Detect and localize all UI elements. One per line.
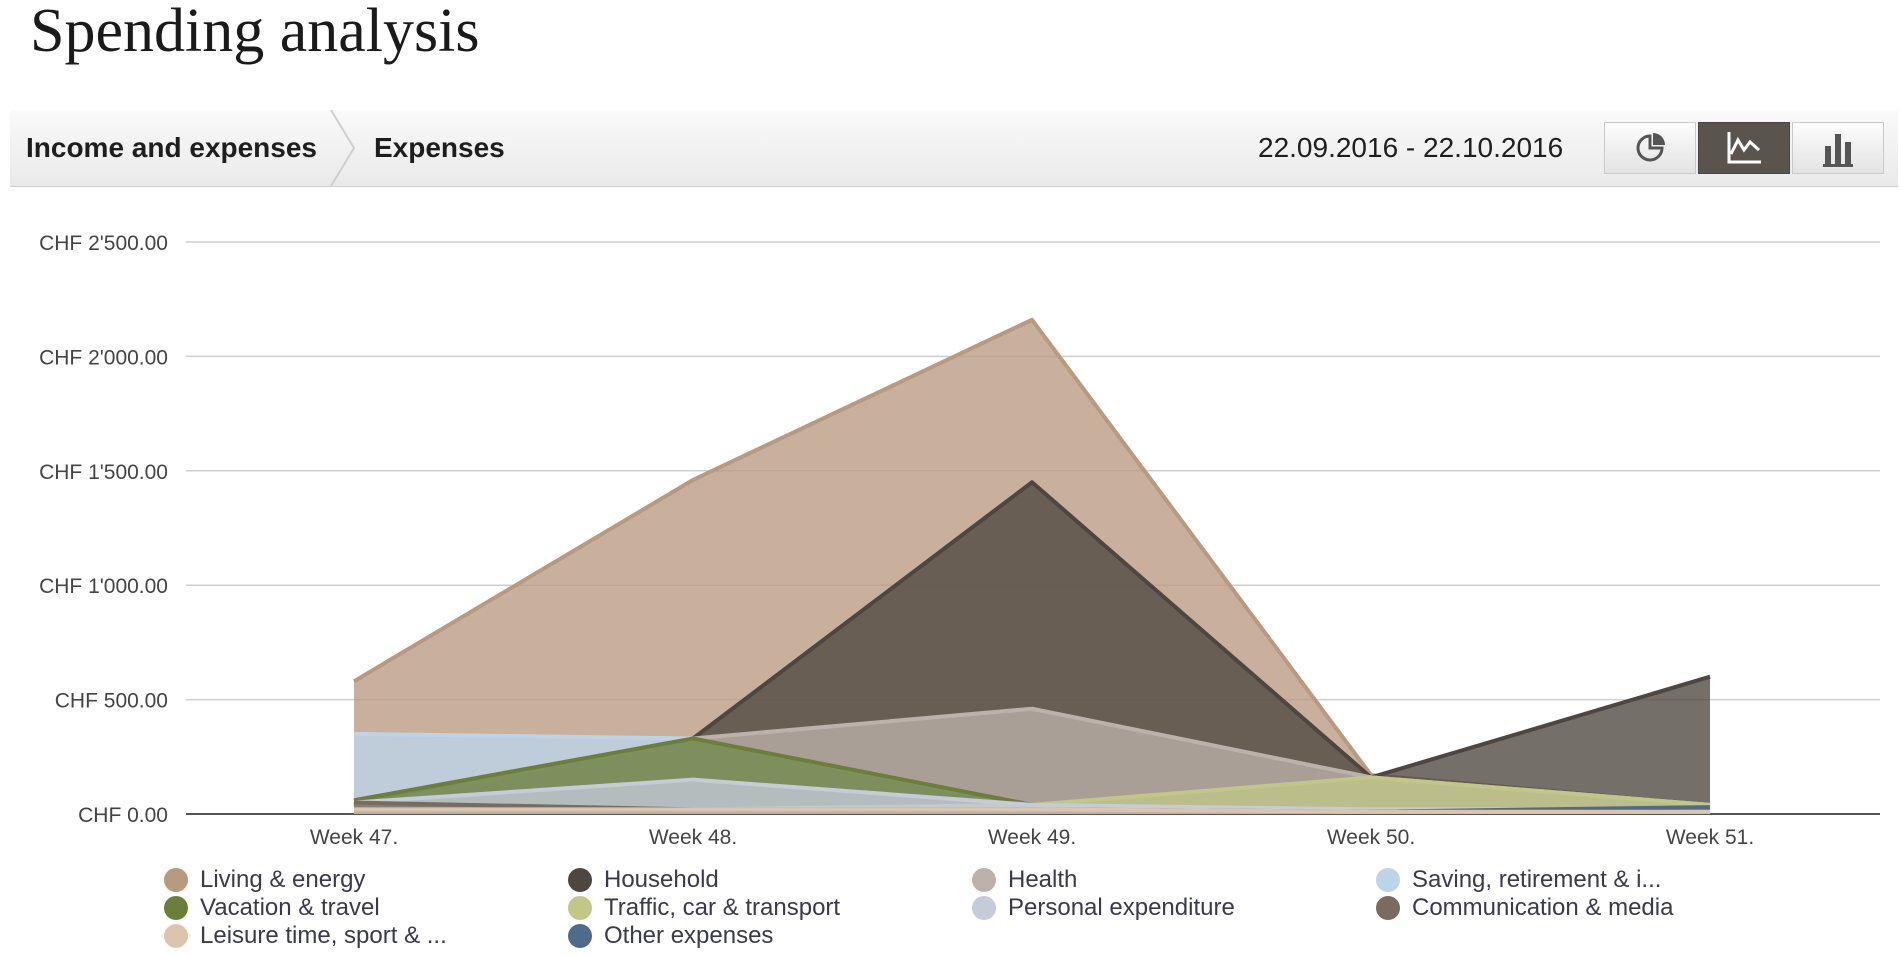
- y-tick-label: CHF 2'000.00: [39, 346, 168, 369]
- legend-label: Household: [604, 866, 719, 893]
- y-tick-label: CHF 1'500.00: [39, 461, 168, 484]
- x-tick-label: Week 49.: [988, 826, 1076, 849]
- breadcrumb-separator: [330, 110, 356, 186]
- legend-item[interactable]: Communication & media: [1376, 894, 1673, 922]
- legend-swatch: [164, 868, 188, 892]
- x-tick-label: Week 47.: [310, 826, 398, 849]
- y-tick-label: CHF 500.00: [55, 690, 168, 713]
- legend-swatch: [1376, 896, 1400, 920]
- page-title: Spending analysis: [30, 0, 480, 65]
- y-tick-label: CHF 1'000.00: [39, 575, 168, 598]
- pie-view-button[interactable]: [1604, 122, 1696, 174]
- series-area: [354, 779, 1710, 814]
- series-area: [354, 482, 1710, 814]
- bar-view-button[interactable]: [1792, 122, 1884, 174]
- legend-swatch: [568, 924, 592, 948]
- legend-label: Living & energy: [200, 866, 366, 893]
- chart-toolbar: Income and expenses Expenses 22.09.2016 …: [10, 110, 1898, 187]
- x-tick-label: Week 50.: [1327, 826, 1415, 849]
- legend-swatch: [568, 868, 592, 892]
- legend-swatch: [972, 896, 996, 920]
- legend-item[interactable]: Traffic, car & transport: [568, 894, 840, 922]
- legend-label: Traffic, car & transport: [604, 894, 841, 921]
- x-tick-label: Week 51.: [1666, 826, 1754, 849]
- line-view-button[interactable]: [1698, 122, 1790, 174]
- legend-item[interactable]: Saving, retirement & i...: [1376, 866, 1661, 894]
- x-tick-label: Week 48.: [649, 826, 737, 849]
- y-tick-label: CHF 2'500.00: [39, 232, 168, 255]
- legend-swatch: [1376, 868, 1400, 892]
- bar-chart-icon: [1823, 134, 1853, 167]
- breadcrumb-income-and-expenses[interactable]: Income and expenses: [26, 132, 318, 163]
- series-line: [354, 807, 1710, 814]
- legend-label: Personal expenditure: [1008, 894, 1235, 921]
- legend-swatch: [164, 896, 188, 920]
- spending-area-chart: CHF 0.00 CHF 500.00 CHF 1'000.00 CHF 1'500.…: [39, 232, 1880, 849]
- legend-swatch: [164, 924, 188, 948]
- legend-item[interactable]: Household: [568, 866, 719, 894]
- pie-chart-icon: [1636, 133, 1665, 162]
- legend-item[interactable]: Living & energy: [164, 866, 365, 894]
- legend-swatch: [972, 868, 996, 892]
- line-chart-icon: [1727, 132, 1761, 164]
- legend-label: Health: [1008, 866, 1078, 893]
- breadcrumb-expenses[interactable]: Expenses: [374, 132, 505, 163]
- legend-item[interactable]: Vacation & travel: [164, 894, 380, 922]
- y-tick-label: CHF 0.00: [78, 804, 168, 827]
- legend-item[interactable]: Other expenses: [568, 922, 773, 950]
- legend-label: Vacation & travel: [200, 894, 380, 921]
- legend-label: Communication & media: [1412, 894, 1674, 921]
- legend-swatch: [568, 896, 592, 920]
- legend-label: Leisure time, sport & ...: [200, 922, 447, 949]
- series-area: [354, 777, 1710, 814]
- legend-label: Other expenses: [604, 922, 774, 949]
- legend-item[interactable]: Personal expenditure: [972, 894, 1235, 922]
- date-range[interactable]: 22.09.2016 - 22.10.2016: [1258, 132, 1564, 163]
- legend-item[interactable]: Leisure time, sport & ...: [164, 922, 447, 950]
- legend-label: Saving, retirement & i...: [1412, 866, 1662, 893]
- legend-item[interactable]: Health: [972, 866, 1077, 894]
